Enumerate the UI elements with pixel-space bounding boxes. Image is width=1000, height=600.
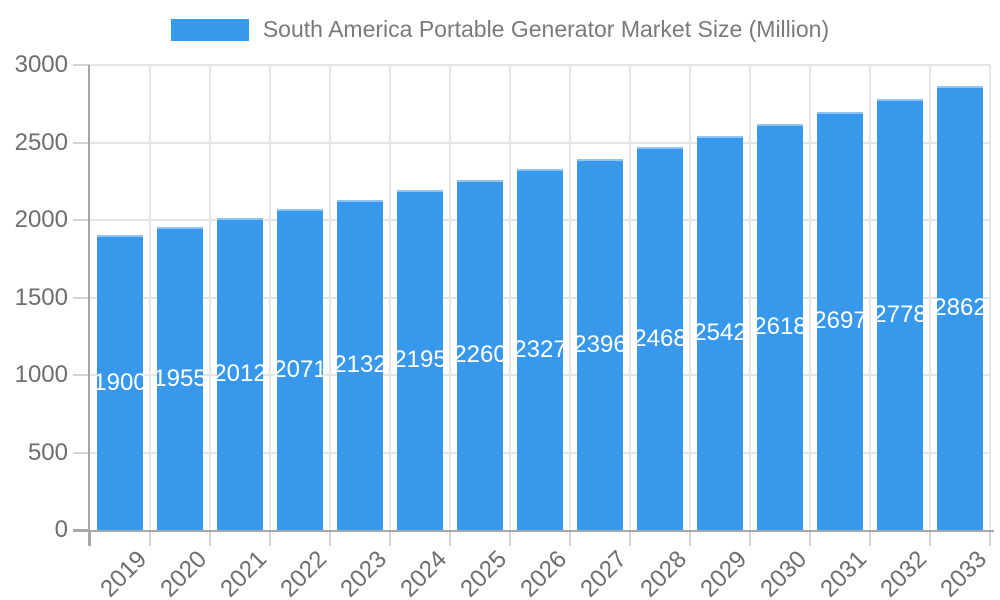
bar: [937, 86, 983, 530]
x-gridline: [989, 65, 991, 530]
bar: [217, 218, 263, 530]
x-axis-line: [73, 530, 994, 532]
x-gridline: [929, 65, 931, 530]
x-gridline: [509, 65, 511, 530]
bar: [97, 235, 143, 530]
bar: [577, 159, 623, 530]
x-axis-tick: [869, 532, 871, 546]
x-gridline: [809, 65, 811, 530]
bar-value-label: 2862: [933, 294, 987, 321]
y-axis-tick-label: 1500: [14, 283, 68, 311]
x-axis-tick: [929, 532, 931, 546]
x-axis-tick: [989, 532, 991, 546]
y-axis-tick-label: 1000: [14, 361, 68, 388]
x-axis-tick: [749, 532, 751, 546]
y-axis-tick-label: 3000: [14, 51, 68, 78]
x-axis-tick: [149, 532, 151, 546]
bar-value-label: 2195: [393, 346, 447, 373]
x-axis-tick-label: 2032: [874, 545, 932, 600]
y-axis-tick: [73, 374, 90, 376]
x-axis-tick-label: 2022: [274, 545, 332, 600]
x-gridline: [269, 65, 271, 530]
bar: [637, 147, 683, 530]
x-axis-tick-label: 2033: [934, 545, 992, 600]
x-gridline: [449, 65, 451, 530]
bar-value-label: 2071: [273, 355, 327, 383]
x-gridline: [629, 65, 631, 530]
x-axis-tick: [329, 532, 331, 546]
bar: [277, 209, 323, 530]
x-gridline: [209, 65, 211, 530]
x-axis-tick: [389, 532, 391, 546]
bar: [697, 136, 743, 530]
x-gridline: [749, 65, 751, 530]
x-axis-tick-label: 2029: [694, 545, 752, 600]
y-axis-tick: [73, 64, 90, 66]
bar-value-label: 2260: [453, 341, 507, 368]
y-axis-tick: [73, 219, 90, 221]
x-gridline: [689, 65, 691, 530]
x-axis-tick-label: 2026: [514, 545, 572, 600]
y-axis-tick: [73, 141, 90, 144]
bar: [397, 190, 443, 530]
y-axis-tick-label: 0: [54, 516, 68, 543]
bar-value-label: 2778: [873, 300, 927, 328]
bar: [757, 124, 803, 530]
x-axis-tick-label: 2019: [94, 545, 152, 600]
x-axis-tick-label: 2023: [334, 545, 392, 600]
bar-value-label: 2697: [813, 307, 867, 334]
y-axis-tick-label: 2500: [14, 128, 68, 156]
x-axis-tick-label: 2028: [634, 545, 692, 600]
x-axis-tick: [569, 532, 571, 546]
legend-label: South America Portable Generator Market …: [262, 16, 830, 42]
x-axis-tick-label: 2021: [214, 545, 272, 600]
x-axis-tick: [629, 532, 631, 546]
bar-value-label: 2468: [633, 324, 687, 352]
bar-value-label: 2132: [333, 351, 387, 378]
legend-swatch: [170, 18, 249, 41]
x-gridline: [149, 65, 151, 530]
bar: [517, 169, 563, 530]
bar-value-label: 2618: [753, 313, 807, 340]
bar-value-label: 1955: [153, 364, 207, 392]
x-axis-tick-label: 2020: [154, 545, 212, 600]
bar-value-label: 1900: [93, 368, 147, 396]
x-gridline: [389, 65, 391, 530]
x-axis-tick: [209, 532, 211, 546]
x-axis-tick: [689, 532, 691, 546]
y-gridline: [90, 64, 990, 66]
y-axis-tick-label: 500: [27, 438, 68, 466]
x-axis-tick-label: 2024: [394, 545, 452, 600]
y-axis-line: [88, 65, 90, 546]
x-gridline: [569, 65, 571, 530]
y-axis-tick: [73, 451, 90, 454]
x-axis-tick: [449, 532, 451, 546]
chart-legend: South America Portable Generator Market …: [0, 16, 1000, 43]
x-axis-tick-label: 2031: [814, 545, 872, 600]
x-gridline: [329, 65, 331, 530]
x-axis-tick: [509, 532, 511, 546]
bar-value-label: 2396: [573, 330, 627, 358]
bar: [337, 200, 383, 530]
bar: [877, 99, 923, 530]
x-axis-tick-label: 2027: [574, 545, 632, 600]
y-gridline: [90, 141, 990, 144]
bar: [457, 180, 503, 530]
x-gridline: [869, 65, 871, 530]
y-axis-tick: [73, 296, 90, 299]
bar-value-label: 2012: [213, 360, 267, 387]
bar: [817, 112, 863, 530]
x-axis-tick-label: 2030: [754, 545, 812, 600]
bar-value-label: 2542: [693, 319, 747, 346]
bar: [157, 227, 203, 530]
bar-value-label: 2327: [513, 335, 567, 363]
x-axis-tick: [809, 532, 811, 546]
x-axis-tick: [269, 532, 271, 546]
x-axis-tick: [89, 532, 91, 546]
y-axis-tick-label: 2000: [14, 206, 68, 233]
x-axis-tick-label: 2025: [454, 545, 512, 600]
